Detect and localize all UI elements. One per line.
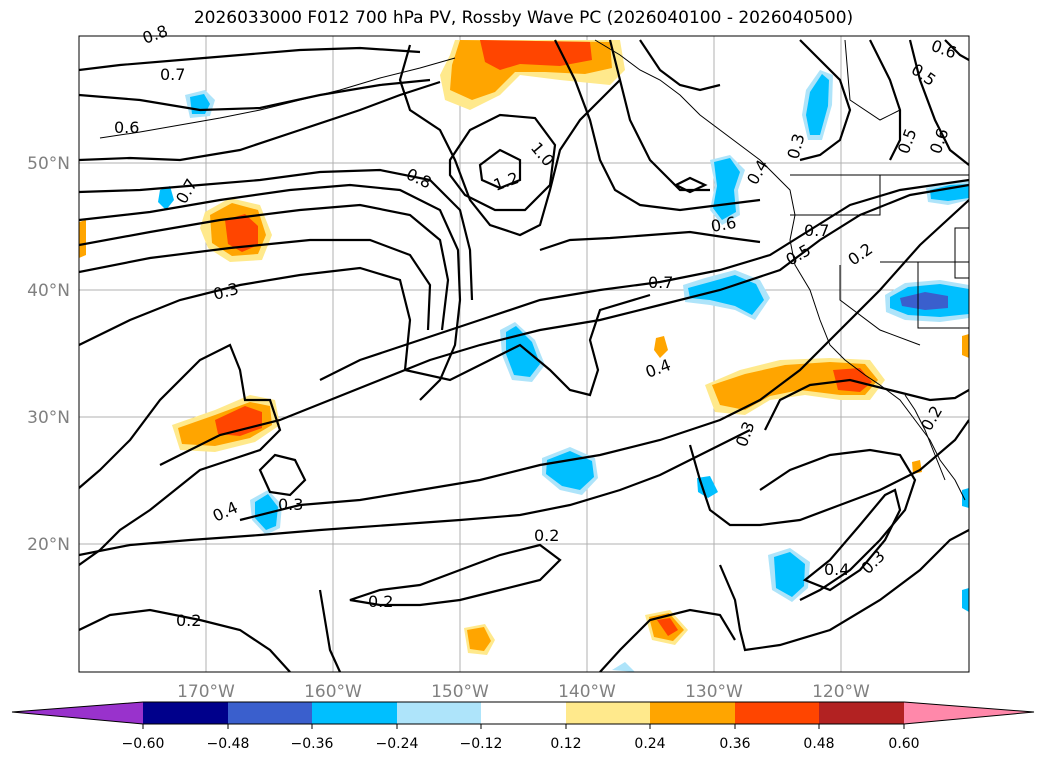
contour-label: 0.2 [534,526,559,545]
gridlines [79,36,969,672]
colorbar-segment [228,702,312,724]
colorbar-tick-label: −0.12 [460,736,503,752]
lat-label: 20°N [27,535,70,555]
map-frame [78,35,970,673]
colorbar-segment [143,702,228,724]
lon-label: 140°W [558,682,616,702]
fill-positive [657,618,678,636]
contour-label: 0.3 [278,495,303,514]
colorbar: −0.60 −0.48 −0.36 −0.24 −0.12 0.12 0.24 … [11,701,1035,752]
fill-positive [654,336,668,358]
fill-negative [962,488,969,508]
fill-negative [255,494,278,530]
colorbar-segment [650,702,735,724]
colorbar-segment [735,702,819,724]
fill-positive [467,627,491,651]
contour-label: 0.6 [114,118,139,137]
colorbar-segment [312,702,397,724]
colorbar-tick-label: −0.48 [207,736,250,752]
colorbar-tick-label: −0.36 [291,736,334,752]
colorbar-segment [566,702,650,724]
fill-positive [79,220,86,258]
coastlines [99,39,969,501]
fill-negative [158,186,174,210]
contour-label: 0.7 [648,273,673,292]
contour-label: 0.4 [824,560,849,579]
pv-contours [79,39,969,672]
map-title: 2026033000 F012 700 hPa PV, Rossby Wave … [193,8,854,28]
colorbar-extend-low [12,702,143,724]
contour-label: 0.2 [368,592,393,611]
colorbar-segment [397,702,481,724]
fill-negative [688,275,764,315]
contour-label: 0.7 [160,65,185,84]
colorbar-tick-label: −0.60 [122,736,165,752]
lat-label: 40°N [27,281,70,301]
colorbar-tick-label: −0.24 [376,736,419,752]
lat-label: 30°N [27,408,70,428]
lon-label: 120°W [812,682,870,702]
colorbar-tick-label: 0.60 [888,736,919,752]
colorbar-extend-high [904,702,1034,724]
lon-label: 160°W [304,682,362,702]
fill-negative [774,552,805,597]
colorbar-tick-label: 0.24 [634,736,665,752]
fill-positive [225,214,258,252]
contour-label: 0.2 [176,611,201,630]
fill-positive [480,40,592,70]
fill-negative [506,326,540,377]
fill-negative [962,588,969,612]
fill-negative [612,662,635,672]
fill-positive [962,334,969,358]
lon-label: 150°W [431,682,489,702]
colorbar-segment [819,702,904,724]
contour-label: 0.7 [804,221,829,240]
pv-anomaly-fills [79,40,969,672]
fill-negative [697,476,718,498]
colorbar-tick-label: 0.12 [550,736,581,752]
lon-label: 130°W [685,682,743,702]
fill-negative [546,451,594,490]
lat-label: 50°N [27,154,70,174]
fill-negative [900,292,948,310]
contour-label: 0.6 [709,213,737,236]
colorbar-tick-label: 0.36 [719,736,750,752]
colorbar-tick-label: 0.48 [803,736,834,752]
fill-negative [806,74,829,135]
colorbar-segment [481,702,566,724]
lon-label: 170°W [177,682,235,702]
fill-negative [930,184,969,201]
